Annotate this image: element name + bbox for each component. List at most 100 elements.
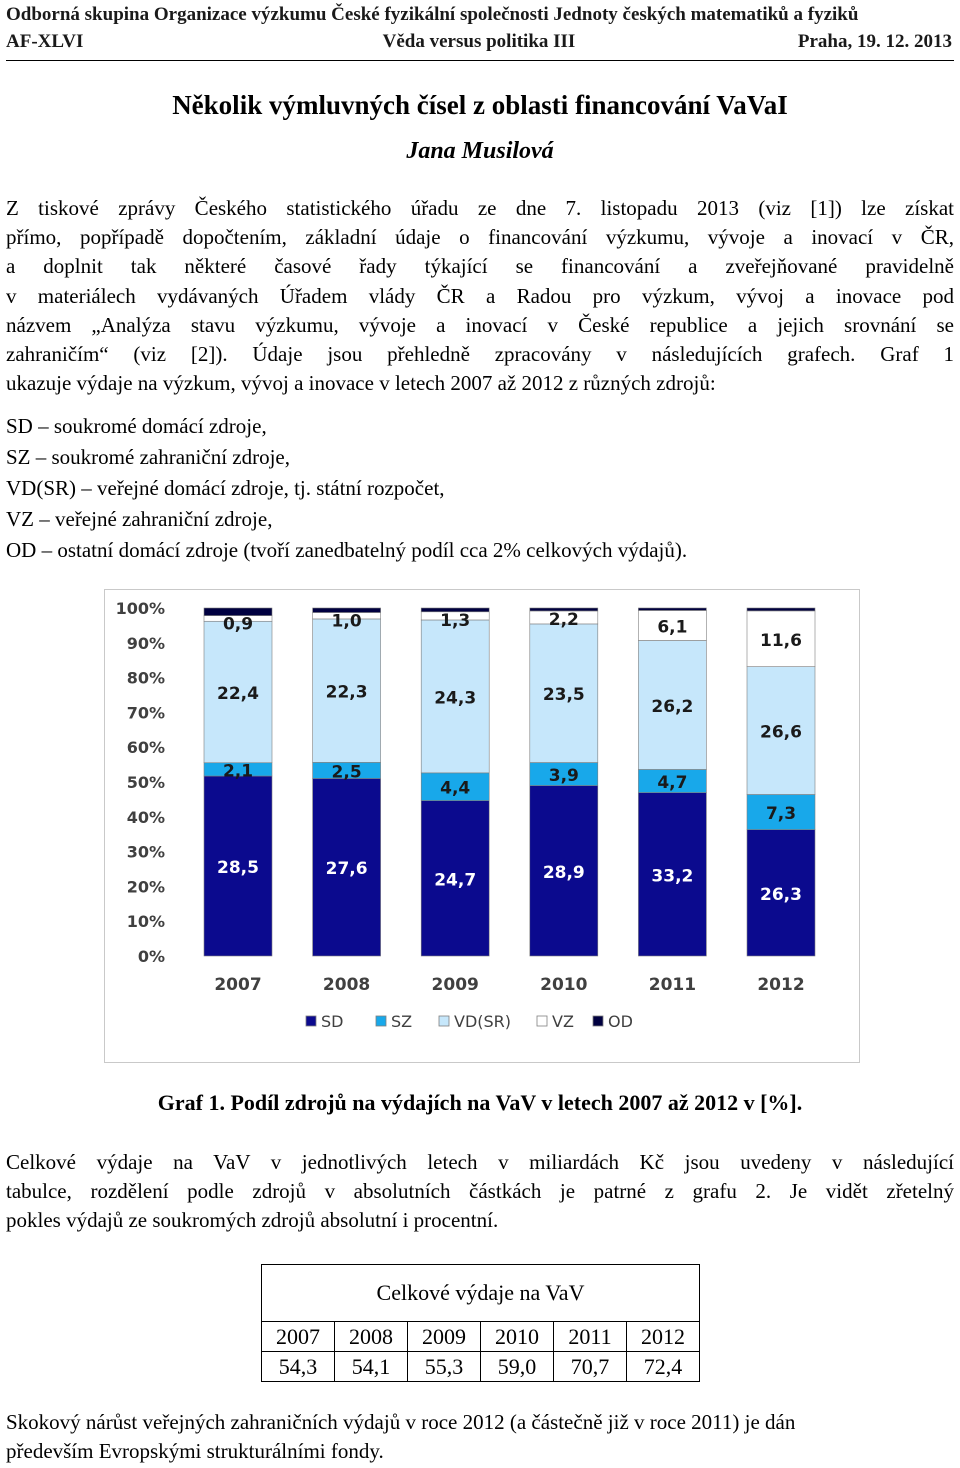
header-organization: Odborná skupina Organizace výzkumu České… — [6, 4, 859, 25]
bar-segment — [746, 610, 816, 667]
x-tick-label: 2012 — [757, 975, 804, 995]
legend-swatch — [536, 1015, 548, 1027]
data-label: 27,6 — [326, 859, 368, 879]
intro-line: přímo, popřípadě dopočtením, základní úd… — [6, 225, 954, 250]
data-label: 22,3 — [326, 683, 368, 703]
legend-swatch — [438, 1015, 450, 1027]
value-cell: 72,4 — [626, 1351, 700, 1382]
year-cell: 2009 — [407, 1321, 481, 1352]
data-label: 3,9 — [549, 766, 579, 786]
intro-line: Z tiskové zprávy Českého statistického ú… — [6, 196, 954, 220]
data-label: 6,1 — [657, 617, 687, 637]
legend-label: VZ — [552, 1012, 574, 1031]
data-label: 33,2 — [651, 866, 693, 886]
data-label: 23,5 — [543, 685, 585, 705]
value-cell: 54,3 — [261, 1351, 335, 1382]
data-label: 22,4 — [217, 684, 259, 704]
paragraph-line: Celkové výdaje na VaV v jednotlivých let… — [6, 1150, 954, 1174]
data-label: 2,5 — [332, 762, 362, 782]
y-tick-label: 50% — [127, 773, 165, 792]
bar-segment — [746, 666, 816, 795]
y-tick-label: 90% — [127, 634, 165, 653]
list-item: SD – soukromé domácí zdroje, — [6, 414, 267, 438]
paragraph-line: tabulce, rozdělení podle zdrojů v absolu… — [6, 1179, 954, 1204]
data-label: 26,6 — [760, 723, 802, 743]
intro-line: zahraničím“ (viz [2]). Údaje jsou přehle… — [6, 342, 954, 367]
header-divider — [6, 60, 954, 61]
data-label: 7,3 — [766, 804, 796, 824]
bar-segment — [529, 607, 599, 612]
y-tick-label: 100% — [116, 599, 165, 618]
intro-line: a doplnit tak některé časové řady týkají… — [6, 254, 954, 279]
value-cell: 54,1 — [334, 1351, 408, 1382]
data-label: 26,2 — [651, 697, 693, 717]
year-cell: 2007 — [261, 1321, 335, 1352]
value-cell: 70,7 — [553, 1351, 627, 1382]
year-cell: 2008 — [334, 1321, 408, 1352]
header-meta: AF-XLVI Věda versus politika III Praha, … — [6, 31, 952, 53]
bar-segment — [203, 620, 273, 764]
bar-segment — [638, 792, 707, 957]
x-tick-label: 2007 — [214, 975, 261, 995]
data-label: 28,9 — [543, 863, 585, 883]
bar-segment — [529, 785, 599, 957]
header-code: AF-XLVI — [6, 31, 84, 52]
table-row: 54,3 54,1 55,3 59,0 70,7 72,4 — [261, 1351, 700, 1382]
value-cell: 59,0 — [480, 1351, 554, 1382]
value-cell: 55,3 — [407, 1351, 481, 1382]
y-tick-label: 30% — [127, 843, 165, 862]
list-item: SZ – soukromé zahraniční zdroje, — [6, 445, 290, 469]
year-cell: 2010 — [480, 1321, 554, 1352]
data-label: 1,0 — [332, 612, 362, 632]
data-label: 1,3 — [440, 611, 470, 631]
bar-segment — [638, 640, 707, 770]
paragraph-line: Skokový nárůst veřejných zahraničních vý… — [6, 1410, 796, 1434]
header-event: Věda versus politika III — [382, 31, 576, 52]
document-title: Několik výmluvných čísel z oblasti finan… — [172, 90, 788, 120]
chart-caption: Graf 1. Podíl zdrojů na výdajích na VaV … — [157, 1090, 803, 1115]
bar-segment — [420, 607, 490, 613]
year-cell: 2011 — [553, 1321, 627, 1352]
totals-table-title: Celkové výdaje na VaV — [261, 1264, 700, 1322]
data-label: 4,4 — [440, 779, 470, 799]
legend-swatch — [305, 1015, 317, 1027]
chart-frame: 0% 10% 20% 30% 40% 50% 60% 70% 80% 90% 100% 28,5 2,1… — [104, 589, 860, 1063]
list-item: VD(SR) – veřejné domácí zdroje, tj. stát… — [6, 476, 445, 500]
totals-table: Celkové výdaje na VaV 2007 2008 2009 201… — [261, 1264, 700, 1382]
bar-segment — [312, 607, 381, 613]
y-tick-label: 0% — [138, 947, 165, 966]
legend-label: SD — [321, 1012, 343, 1031]
bar-segment — [638, 610, 707, 641]
totals-paragraph: Celkové výdaje na VaV v jednotlivých let… — [6, 1148, 954, 1236]
data-label: 2,2 — [549, 610, 579, 630]
y-tick-label: 20% — [127, 877, 165, 896]
data-label: 26,3 — [760, 885, 802, 905]
legend-label: OD — [608, 1012, 633, 1031]
bar-segment — [638, 607, 707, 611]
table-row: 2007 2008 2009 2010 2011 2012 — [261, 1321, 700, 1352]
intro-line: ukazuje výdaje na výzkum, vývoj a inovac… — [6, 371, 716, 396]
legend-label: SZ — [391, 1012, 412, 1031]
y-tick-label: 40% — [127, 808, 165, 827]
list-item: OD – ostatní domácí zdroje (tvoří zanedb… — [6, 538, 688, 562]
x-tick-label: 2009 — [432, 975, 479, 995]
data-label: 2,1 — [223, 762, 253, 782]
stacked-bar-chart: 0% 10% 20% 30% 40% 50% 60% 70% 80% 90% 100% 28,5 2,1… — [116, 599, 816, 1031]
header-place-date: Praha, 19. 12. 2013 — [797, 31, 952, 52]
y-tick-label: 80% — [127, 669, 165, 688]
data-label: 24,7 — [434, 870, 476, 890]
legend-swatch — [592, 1015, 604, 1027]
intro-paragraph: Z tiskové zprávy Českého statistického ú… — [6, 194, 954, 398]
bar-segment — [420, 619, 490, 774]
y-tick-label: 60% — [127, 738, 165, 757]
x-tick-label: 2011 — [649, 975, 696, 995]
bar-segment — [746, 607, 816, 612]
legend-swatch — [375, 1015, 387, 1027]
paragraph-line: pokles výdajů ze soukromých zdrojů absol… — [6, 1208, 499, 1233]
data-label: 0,9 — [223, 615, 253, 635]
year-cell: 2012 — [626, 1321, 700, 1352]
bar-segment — [312, 778, 381, 957]
paragraph-line: především Evropskými strukturálními fond… — [6, 1439, 384, 1464]
legend-label: VD(SR) — [454, 1012, 511, 1031]
x-tick-label: 2008 — [323, 975, 370, 995]
